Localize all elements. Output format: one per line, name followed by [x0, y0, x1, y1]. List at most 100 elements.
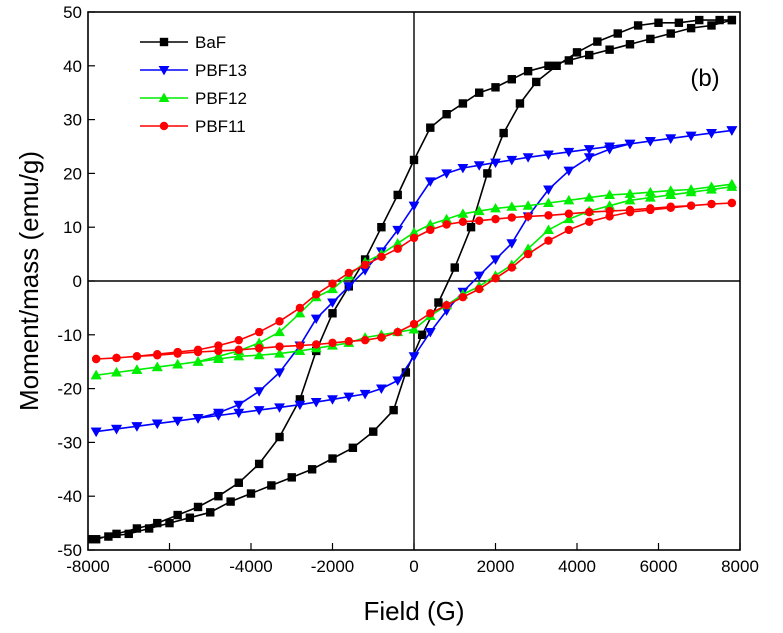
data-point [234, 335, 243, 345]
data-point [727, 198, 737, 208]
data-point [226, 497, 235, 506]
series-pbf13 [90, 126, 738, 438]
data-point [605, 212, 614, 221]
data-point [267, 481, 276, 490]
data-point [585, 50, 594, 60]
x-tick-label: 4000 [558, 557, 596, 576]
data-point [344, 268, 353, 278]
data-point [392, 225, 404, 236]
data-point [294, 400, 306, 411]
data-point [254, 459, 264, 469]
data-point [408, 324, 420, 334]
y-tick-label: 50 [63, 3, 82, 22]
y-tick-label: -30 [57, 433, 82, 452]
data-point [563, 147, 575, 158]
x-tick-label: -8000 [66, 557, 109, 576]
data-point [644, 186, 656, 197]
data-point [585, 207, 594, 217]
data-point [686, 23, 696, 33]
data-point [458, 217, 468, 227]
x-tick-label: 0 [409, 557, 418, 576]
data-point [666, 29, 675, 38]
data-point [506, 155, 518, 166]
data-point [543, 197, 554, 208]
data-point [328, 279, 337, 288]
data-point [543, 150, 554, 160]
x-tick-label: -4000 [229, 557, 272, 576]
data-point [491, 83, 500, 92]
data-point [310, 398, 322, 408]
data-point [253, 406, 265, 416]
data-point [507, 213, 516, 222]
data-point [360, 260, 370, 270]
data-point [564, 209, 574, 218]
data-point [604, 200, 615, 210]
data-point [214, 492, 223, 501]
data-point [393, 244, 402, 253]
y-tick-label: 30 [63, 111, 82, 130]
data-point [515, 99, 525, 108]
data-point [685, 186, 697, 197]
data-point [275, 342, 284, 351]
data-point [393, 327, 402, 337]
data-point [543, 185, 554, 195]
data-point [490, 255, 501, 265]
data-point [124, 529, 133, 539]
data-point [254, 344, 264, 353]
data-point [151, 361, 163, 372]
data-point [173, 510, 182, 520]
panel-annotation: (b) [690, 65, 719, 92]
data-point [408, 227, 420, 237]
data-point [377, 252, 386, 261]
data-point [707, 199, 716, 209]
data-point [88, 535, 93, 544]
legend-marker [159, 121, 169, 131]
data-point [491, 214, 500, 224]
data-point [624, 188, 636, 198]
data-point [392, 376, 404, 386]
legend-item-pbf12: PBF12 [140, 89, 247, 108]
data-point [654, 18, 663, 27]
data-point [706, 129, 717, 139]
data-point [294, 307, 306, 318]
data-point [233, 408, 245, 419]
data-point [213, 353, 224, 364]
legend-marker [158, 65, 170, 76]
data-point [715, 15, 724, 25]
x-tick-label: -2000 [311, 557, 354, 576]
data-point [233, 400, 245, 411]
data-point [572, 48, 582, 57]
data-point [409, 233, 419, 243]
data-point [434, 298, 443, 307]
data-point [491, 274, 500, 283]
data-point [234, 345, 243, 355]
data-point [91, 535, 101, 544]
data-point [287, 473, 296, 482]
legend-label: PBF12 [195, 89, 247, 108]
data-point [369, 427, 378, 436]
data-point [295, 341, 305, 350]
data-point [274, 326, 285, 337]
data-point [543, 224, 554, 234]
legend-item-baf: BaF [140, 33, 226, 52]
data-point [253, 349, 265, 360]
data-point [442, 220, 451, 229]
data-point [233, 350, 245, 361]
data-point [544, 61, 553, 70]
data-point [193, 502, 203, 512]
legend-item-pbf13: PBF13 [140, 61, 247, 80]
data-point [275, 317, 284, 326]
data-point [563, 213, 575, 224]
data-point [726, 126, 738, 136]
data-point [295, 395, 305, 404]
data-point [644, 137, 656, 147]
legend-label: PBF11 [195, 117, 246, 136]
data-point [552, 61, 561, 70]
data-point [144, 524, 154, 533]
data-point [234, 478, 243, 487]
data-point [475, 284, 484, 294]
data-point [151, 419, 163, 429]
data-point [458, 99, 468, 108]
data-point [274, 403, 285, 413]
data-point [604, 145, 615, 155]
